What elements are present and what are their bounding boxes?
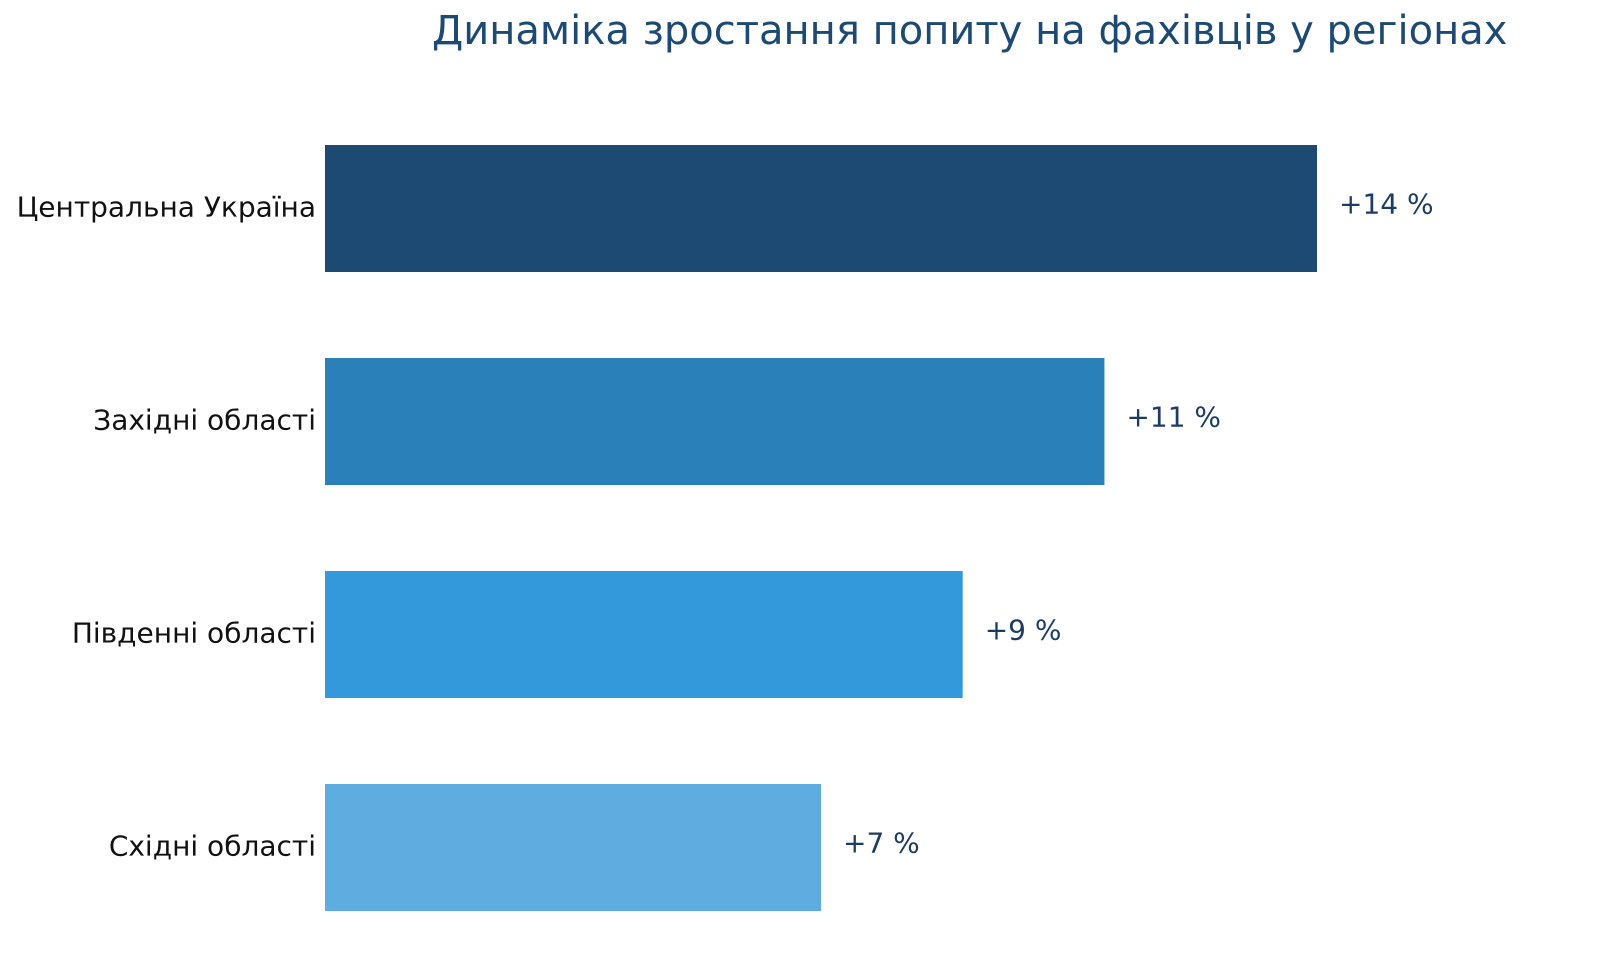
bar-1	[325, 145, 1317, 272]
bar-3	[325, 571, 963, 698]
value-label-2: +11 %	[1126, 401, 1221, 434]
category-label-4: Східні області	[109, 830, 316, 863]
bar-2	[325, 358, 1105, 485]
category-label-2: Західні області	[93, 404, 316, 437]
value-label-4: +7 %	[843, 827, 920, 860]
chart-title: Динаміка зростання попиту на фахівців у …	[432, 8, 1508, 54]
category-label-1: Центральна Україна	[17, 191, 316, 224]
category-label-3: Південні області	[72, 617, 316, 650]
value-label-3: +9 %	[985, 614, 1062, 647]
bar-4	[325, 784, 821, 911]
value-label-1: +14 %	[1339, 188, 1434, 221]
